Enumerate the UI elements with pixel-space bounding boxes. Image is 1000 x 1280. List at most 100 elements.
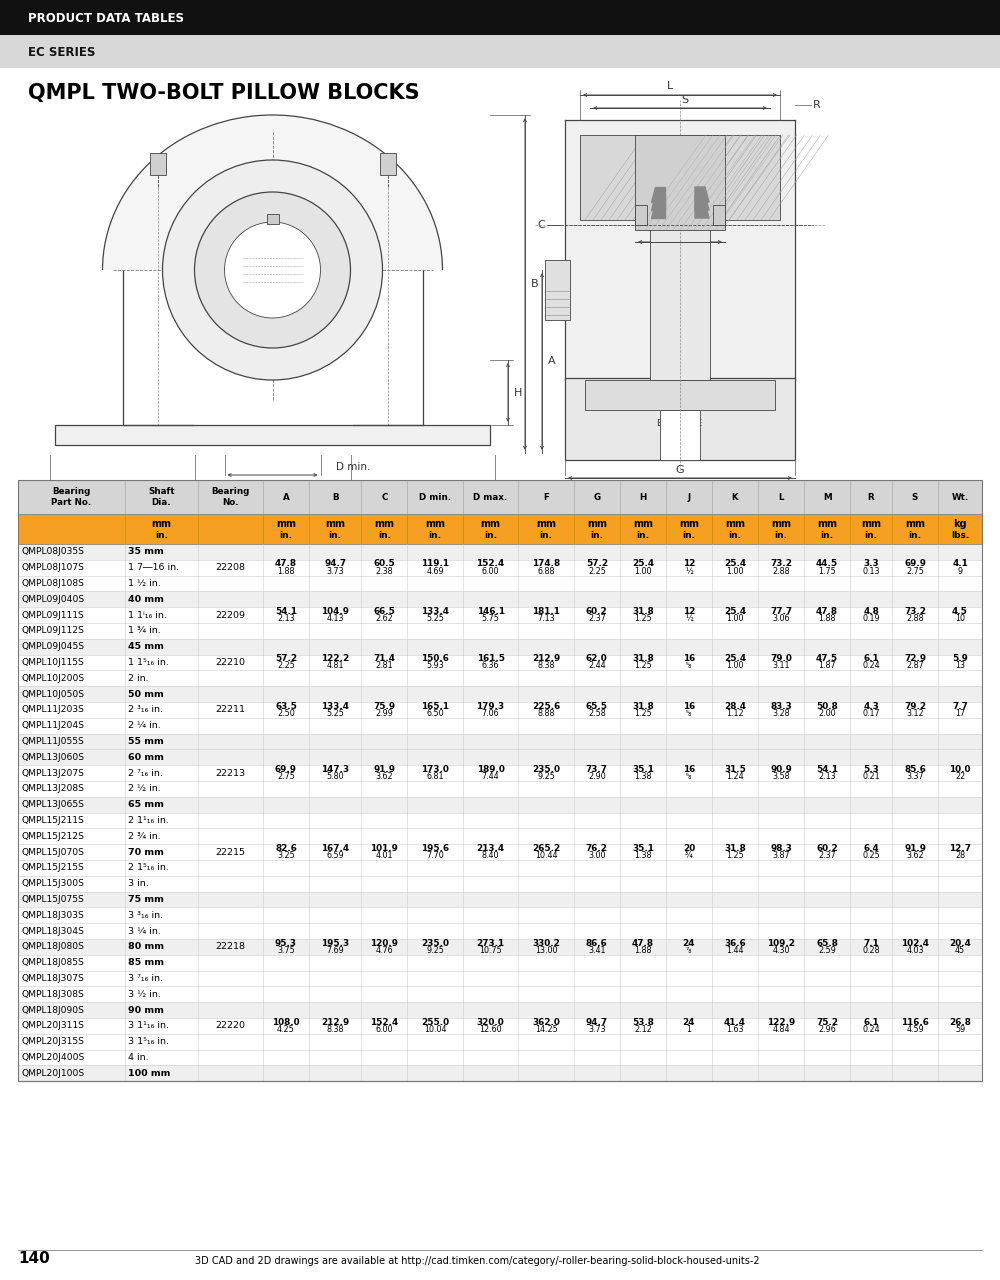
- Text: 3.62: 3.62: [376, 772, 393, 781]
- Text: 4.25: 4.25: [277, 1025, 295, 1034]
- Text: 3.75: 3.75: [277, 946, 295, 955]
- Text: 57.2: 57.2: [275, 654, 297, 663]
- Text: 24: 24: [683, 1018, 695, 1027]
- Text: 3.62: 3.62: [906, 851, 924, 860]
- Bar: [635, 134, 725, 230]
- Text: in.: in.: [636, 531, 649, 540]
- Polygon shape: [651, 195, 665, 210]
- Text: 2.81: 2.81: [376, 662, 393, 671]
- Text: QMPL09J040S: QMPL09J040S: [21, 595, 84, 604]
- Text: 14.25: 14.25: [535, 1025, 557, 1034]
- Text: in.: in.: [329, 531, 342, 540]
- Text: 8.88: 8.88: [537, 709, 555, 718]
- Bar: [18, 876, 982, 892]
- Text: 12.7: 12.7: [949, 844, 971, 852]
- Bar: [18, 515, 982, 544]
- Text: 255.0: 255.0: [421, 1018, 449, 1027]
- Text: mm: mm: [679, 518, 699, 529]
- Text: 3 1¹₁₆ in.: 3 1¹₁₆ in.: [128, 1021, 169, 1030]
- Text: G: G: [676, 465, 684, 475]
- Text: QMPL13J060S: QMPL13J060S: [21, 753, 84, 762]
- Text: 165.1: 165.1: [421, 701, 449, 710]
- Text: 4.5: 4.5: [952, 607, 968, 616]
- Text: D max.: D max.: [366, 480, 403, 490]
- Text: 212.9: 212.9: [532, 654, 560, 663]
- Text: ¾: ¾: [685, 851, 693, 860]
- Polygon shape: [695, 187, 709, 202]
- Bar: [18, 1065, 982, 1082]
- Text: 5.93: 5.93: [426, 662, 444, 671]
- Text: QMPL11J055S: QMPL11J055S: [21, 737, 84, 746]
- Text: mm: mm: [587, 518, 607, 529]
- Text: 2.88: 2.88: [772, 567, 790, 576]
- Text: QMPL08J035S: QMPL08J035S: [21, 548, 84, 557]
- Text: QMPL TWO-BOLT PILLOW BLOCKS: QMPL TWO-BOLT PILLOW BLOCKS: [28, 83, 420, 102]
- Text: 4.76: 4.76: [376, 946, 393, 955]
- Text: 44.5: 44.5: [816, 559, 838, 568]
- Bar: [18, 576, 982, 591]
- Text: ⁵₈: ⁵₈: [686, 662, 692, 671]
- Text: 3D CAD and 2D drawings are available at http://cad.timken.com/category/-roller-b: 3D CAD and 2D drawings are available at …: [195, 1256, 760, 1266]
- Ellipse shape: [224, 221, 320, 317]
- Text: 9.25: 9.25: [537, 772, 555, 781]
- Text: 3.25: 3.25: [277, 851, 295, 860]
- Bar: [18, 781, 982, 796]
- Bar: [18, 1002, 982, 1018]
- Text: 1.00: 1.00: [726, 567, 744, 576]
- Text: 25.4: 25.4: [724, 607, 746, 616]
- Text: 235.0: 235.0: [421, 938, 449, 947]
- Text: mm: mm: [771, 518, 791, 529]
- Text: 13.00: 13.00: [535, 946, 557, 955]
- Bar: [18, 987, 982, 1002]
- Text: 20.4: 20.4: [949, 938, 971, 947]
- Text: 3 ⁷₁₆ in.: 3 ⁷₁₆ in.: [128, 974, 163, 983]
- Polygon shape: [695, 195, 709, 210]
- Bar: [195, 417, 345, 425]
- Text: QMPL11J203S: QMPL11J203S: [21, 705, 84, 714]
- Text: 362.0: 362.0: [532, 1018, 560, 1027]
- Text: QMPL11J204S: QMPL11J204S: [21, 721, 84, 730]
- Text: mm: mm: [633, 518, 653, 529]
- Text: BOLT SIZE: BOLT SIZE: [657, 419, 703, 428]
- Bar: [18, 749, 982, 765]
- Bar: [18, 544, 982, 559]
- Text: F: F: [292, 498, 298, 508]
- Text: 181.1: 181.1: [532, 607, 560, 616]
- Text: 2.59: 2.59: [818, 946, 836, 955]
- Text: 35.1: 35.1: [632, 764, 654, 774]
- Text: 72.9: 72.9: [904, 654, 926, 663]
- Text: 2 1¹₁₆ in.: 2 1¹₁₆ in.: [128, 815, 169, 826]
- Text: mm: mm: [325, 518, 345, 529]
- Text: 1: 1: [686, 1025, 691, 1034]
- Text: QMPL15J215S: QMPL15J215S: [21, 864, 84, 873]
- Text: 1.88: 1.88: [277, 567, 295, 576]
- Text: S: S: [912, 493, 918, 502]
- Bar: [55, 425, 490, 445]
- Text: H: H: [514, 388, 522, 398]
- Text: in.: in.: [429, 531, 442, 540]
- Text: 31.8: 31.8: [632, 607, 654, 616]
- Text: 22220: 22220: [215, 1021, 245, 1030]
- Text: 54.1: 54.1: [275, 607, 297, 616]
- Text: 235.0: 235.0: [532, 764, 560, 774]
- Text: mm: mm: [536, 518, 556, 529]
- Bar: [55, 425, 490, 445]
- Text: D max.: D max.: [473, 493, 508, 502]
- Text: M: M: [653, 229, 662, 239]
- Text: Bearing
Part No.: Bearing Part No.: [51, 486, 92, 507]
- Text: 8.38: 8.38: [326, 1025, 344, 1034]
- Text: 2.96: 2.96: [818, 1025, 836, 1034]
- Text: mm: mm: [861, 518, 881, 529]
- Text: 3 1⁵₁₆ in.: 3 1⁵₁₆ in.: [128, 1037, 169, 1046]
- Text: 3.3: 3.3: [863, 559, 879, 568]
- Text: 76.2: 76.2: [586, 844, 608, 852]
- Text: lbs.: lbs.: [951, 531, 969, 540]
- Text: 0.17: 0.17: [862, 709, 880, 718]
- Text: 47.8: 47.8: [632, 938, 654, 947]
- Text: F: F: [543, 493, 549, 502]
- Bar: [18, 733, 982, 749]
- Text: QMPL20J100S: QMPL20J100S: [21, 1069, 84, 1078]
- Text: QMPL13J207S: QMPL13J207S: [21, 768, 84, 777]
- Text: 16: 16: [683, 764, 695, 774]
- Text: 2 ¼ in.: 2 ¼ in.: [128, 721, 161, 730]
